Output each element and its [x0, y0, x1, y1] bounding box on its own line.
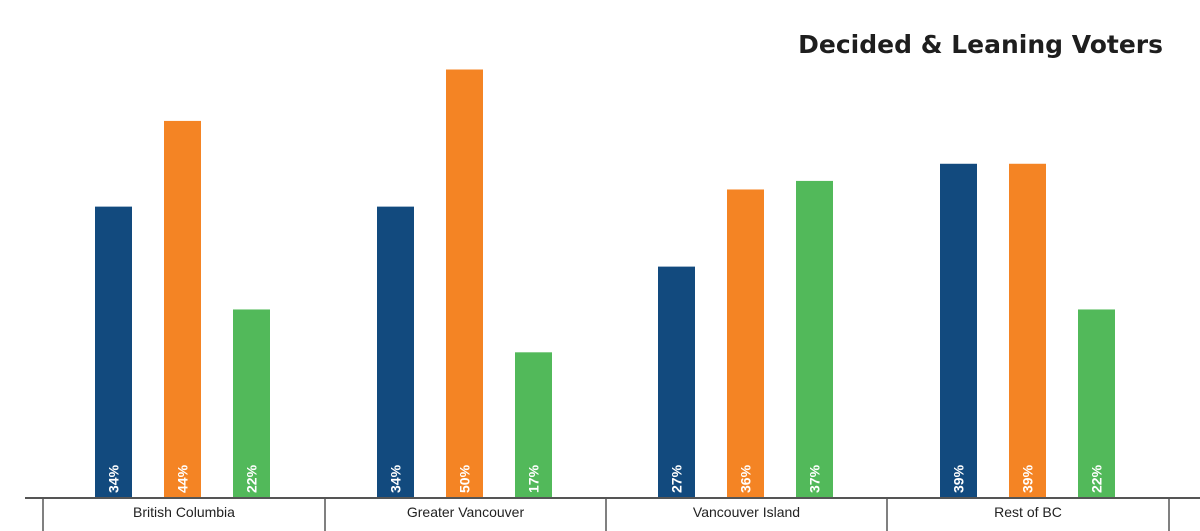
bar-british-columbia-1	[95, 206, 132, 498]
value-label-vancouver-island-2: 36%	[738, 464, 754, 493]
bar-vancouver-island-2	[727, 189, 764, 499]
value-label-greater-vancouver-2: 50%	[457, 464, 473, 493]
value-label-greater-vancouver-1: 34%	[388, 464, 404, 493]
bar-rest-of-bc-2	[1009, 163, 1046, 498]
bar-greater-vancouver-3	[515, 352, 552, 498]
value-label-greater-vancouver-3: 17%	[526, 464, 542, 493]
value-label-vancouver-island-3: 37%	[807, 464, 823, 493]
category-label-greater-vancouver: Greater Vancouver	[407, 504, 525, 520]
category-labels-layer: British Columbia Greater Vancouver Vancouv…	[133, 504, 1062, 520]
bar-british-columbia-2	[164, 120, 201, 499]
bar-british-columbia-3	[233, 309, 270, 498]
value-label-british-columbia-1: 34%	[106, 464, 122, 493]
value-label-vancouver-island-1: 27%	[669, 464, 685, 493]
value-label-rest-of-bc-1: 39%	[951, 464, 967, 493]
bar-vancouver-island-1	[658, 266, 695, 498]
category-label-british-columbia: British Columbia	[133, 504, 235, 520]
bar-vancouver-island-3	[796, 180, 833, 498]
bar-greater-vancouver-2	[446, 69, 483, 498]
value-labels-layer: 34% 44% 22% 34% 50% 17% 27% 36% 37% 39% 39% 22%	[106, 464, 1105, 493]
bar-rest-of-bc-1	[940, 163, 977, 498]
chart-title: Decided & Leaning Voters	[798, 30, 1163, 59]
bar-greater-vancouver-1	[377, 206, 414, 498]
value-label-rest-of-bc-3: 22%	[1089, 464, 1105, 493]
value-label-british-columbia-2: 44%	[175, 464, 191, 493]
category-label-vancouver-island: Vancouver Island	[693, 504, 800, 520]
category-label-rest-of-bc: Rest of BC	[994, 504, 1062, 520]
bars-layer	[95, 69, 1115, 499]
x-axis	[25, 497, 1200, 531]
value-label-rest-of-bc-2: 39%	[1020, 464, 1036, 493]
bar-rest-of-bc-3	[1078, 309, 1115, 498]
value-label-british-columbia-3: 22%	[244, 464, 260, 493]
